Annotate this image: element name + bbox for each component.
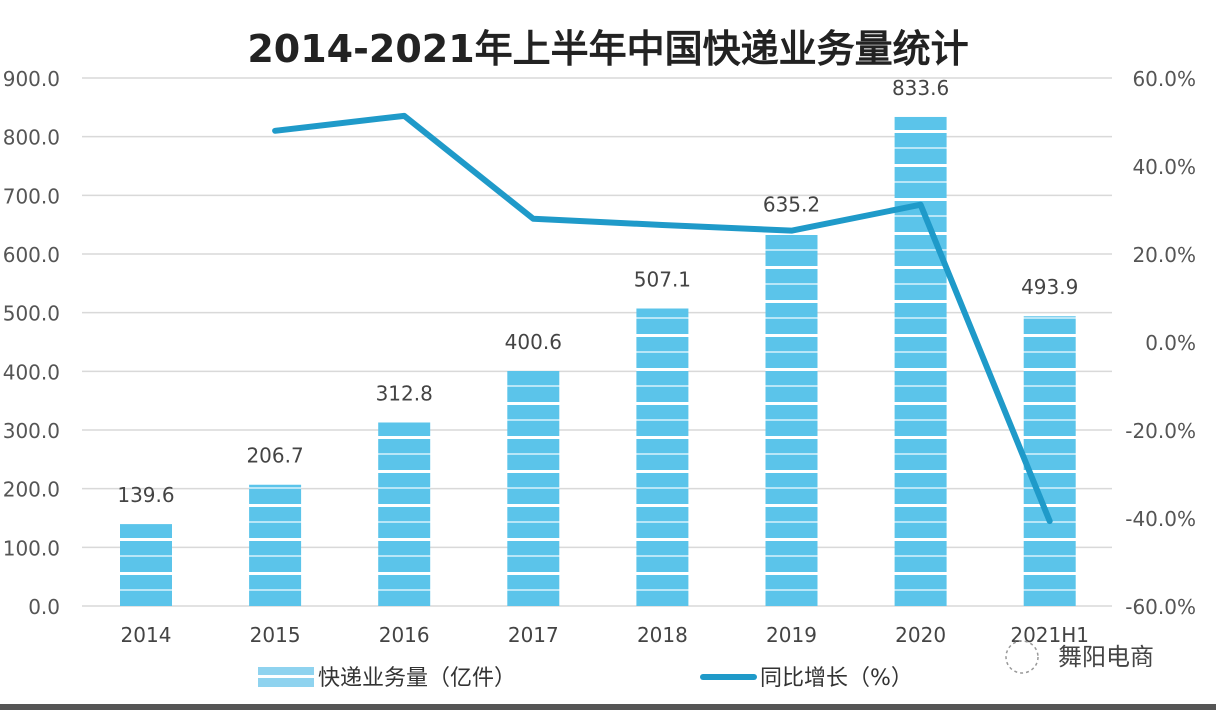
x-tick-label: 2014 [121, 623, 172, 647]
left-tick-label: 800.0 [3, 126, 60, 150]
right-tick-label: 60.0% [1132, 67, 1196, 91]
left-tick-label: 200.0 [3, 478, 60, 502]
growth-line [272, 112, 1053, 525]
legend-line-swatch [700, 674, 757, 680]
x-tick-label: 2016 [379, 623, 430, 647]
left-tick-label: 500.0 [3, 302, 60, 326]
x-tick-label: 2020 [895, 623, 946, 647]
left-axis: 0.0 100.0 200.0 300.0 400.0 500.0 600.0 700.0 80… [3, 67, 60, 619]
x-tick-label: 2015 [250, 623, 301, 647]
x-tick-label: 2018 [637, 623, 688, 647]
growth-point [531, 216, 536, 221]
growth-point [1047, 519, 1052, 524]
growth-point [789, 228, 794, 233]
growth-point [660, 222, 665, 227]
growth-point [402, 113, 407, 118]
data-label: 312.8 [376, 381, 433, 405]
bar-2017 [507, 370, 560, 606]
left-tick-label: 700.0 [3, 184, 60, 208]
right-tick-label: -40.0% [1125, 507, 1196, 531]
legend-bar-label: 快递业务量（亿件） [318, 666, 516, 691]
x-tick-label: 2021H1 [1010, 623, 1089, 647]
legend-line-label: 同比增长（%） [760, 666, 913, 691]
right-tick-label: 0.0% [1145, 331, 1196, 355]
growth-point [273, 128, 278, 133]
bar-2021H1 [1023, 316, 1076, 606]
legend-bar-swatch [258, 667, 314, 687]
bar-2015 [249, 484, 302, 606]
bottom-border [0, 704, 1216, 710]
left-tick-label: 600.0 [3, 243, 60, 267]
data-label: 206.7 [246, 444, 303, 468]
right-tick-label: -60.0% [1125, 595, 1196, 619]
data-label: 635.2 [763, 192, 820, 216]
left-tick-label: 900.0 [3, 67, 60, 91]
watermark-text: 舞阳电商 [1058, 643, 1154, 671]
right-tick-label: -20.0% [1125, 419, 1196, 443]
data-labels: 139.6 206.7 312.8 400.6 507.1 635.2 833.6 493.9 [117, 76, 1078, 507]
wechat-icon [1005, 640, 1039, 674]
gridlines [82, 77, 1112, 607]
data-label: 833.6 [892, 76, 949, 100]
data-label: 507.1 [634, 268, 691, 292]
bar-2019 [765, 233, 818, 606]
bars [120, 116, 1076, 607]
right-tick-label: 40.0% [1132, 155, 1196, 179]
left-tick-label: 100.0 [3, 536, 60, 560]
right-axis: -60.0% -40.0% -20.0% 0.0% 20.0% 40.0% 60.0% [1125, 67, 1196, 619]
data-label: 493.9 [1021, 275, 1078, 299]
left-tick-label: 300.0 [3, 419, 60, 443]
x-axis: 2014 2015 2016 2017 2018 2019 2020 2021H1 [121, 623, 1089, 647]
chart-title: 2014-2021年上半年中国快递业务量统计 [247, 27, 968, 71]
left-tick-label: 400.0 [3, 360, 60, 384]
left-tick-label: 0.0 [28, 595, 60, 619]
data-label: 139.6 [117, 483, 174, 507]
bar-2018 [636, 308, 689, 606]
x-tick-label: 2019 [766, 623, 817, 647]
bar-2016 [378, 422, 431, 606]
legend: 快递业务量（亿件） 同比增长（%） [258, 666, 913, 691]
bar-2020 [894, 116, 947, 607]
data-label: 400.6 [505, 330, 562, 354]
right-tick-label: 20.0% [1132, 243, 1196, 267]
watermark: 舞阳电商 [1005, 640, 1154, 674]
x-tick-label: 2017 [508, 623, 559, 647]
bar-2014 [120, 524, 172, 606]
growth-point [918, 202, 923, 207]
